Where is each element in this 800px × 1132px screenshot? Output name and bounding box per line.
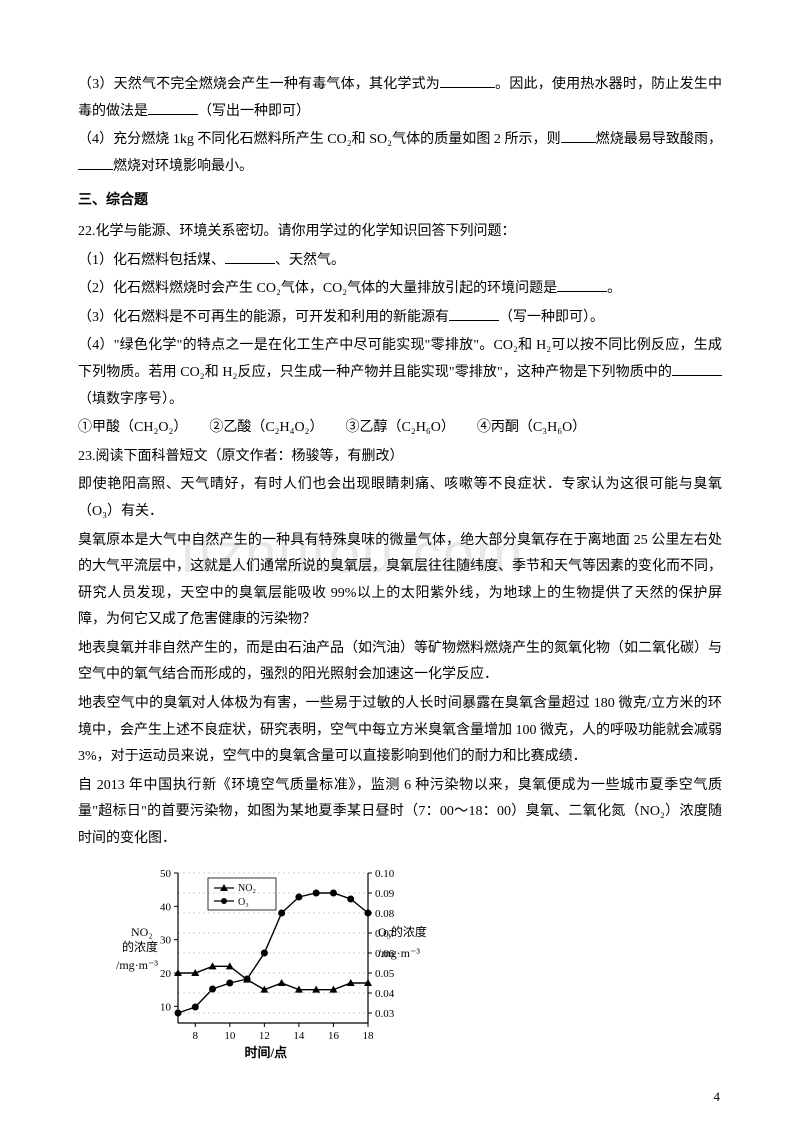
svg-text:10: 10 <box>224 1030 236 1042</box>
svg-text:0.08: 0.08 <box>375 908 395 920</box>
q21-4: （4）充分燃烧 1kg 不同化石燃料所产生 CO₂和 SO₂气体的质量如图 2 … <box>78 127 722 180</box>
svg-text:50: 50 <box>160 868 172 880</box>
svg-text:14: 14 <box>293 1030 305 1042</box>
svg-text:0.03: 0.03 <box>375 1008 395 1020</box>
chart-svg: 10203040500.030.040.050.060.070.080.090.… <box>108 863 438 1078</box>
svg-text:的浓度: 的浓度 <box>122 939 158 954</box>
q23-p5: 自 2013 年中国执行新《环境空气质量标准》，监测 6 种污染物以来，臭氧便成… <box>78 773 722 853</box>
svg-text:12: 12 <box>259 1030 270 1042</box>
q23-p4: 地表空气中的臭氧对人体极为有害，一些易于过敏的人长时间暴露在臭氧含量超过 180… <box>78 691 722 771</box>
q22-intro: 22.化学与能源、环境关系密切。请你用学过的化学知识回答下列问题： <box>78 219 722 246</box>
svg-text:0.04: 0.04 <box>375 988 395 1000</box>
concentration-chart: 10203040500.030.040.050.060.070.080.090.… <box>108 863 722 1078</box>
svg-text:/mg·m⁻³: /mg·m⁻³ <box>378 946 420 960</box>
svg-text:NO₂: NO₂ <box>131 925 153 939</box>
svg-text:NO₂: NO₂ <box>238 883 256 894</box>
svg-text:O₃: O₃ <box>238 897 249 908</box>
section-3-title: 三、综合题 <box>78 188 722 215</box>
q22-1: （1）化石燃料包括煤、、天然气。 <box>78 248 722 275</box>
q22-3: （3）化石燃料是不可再生的能源，可开发和利用的新能源有（写一种即可）。 <box>78 305 722 332</box>
page-number: 4 <box>714 1085 721 1110</box>
svg-text:30: 30 <box>160 934 172 946</box>
q22-4: （4）"绿色化学"的特点之一是在化工生产中尽可能实现"零排放"。CO₂和 H₂可… <box>78 333 722 413</box>
svg-text:/mg·m⁻³: /mg·m⁻³ <box>116 958 158 972</box>
svg-text:8: 8 <box>193 1030 199 1042</box>
q22-2: （2）化石燃料燃烧时会产生 CO₂气体，CO₂气体的大量排放引起的环境问题是。 <box>78 276 722 303</box>
q23-intro: 23.阅读下面科普短文（原文作者：杨骏等，有删改） <box>78 444 722 471</box>
svg-text:时间/点: 时间/点 <box>245 1045 288 1060</box>
svg-text:20: 20 <box>160 968 172 980</box>
svg-text:0.10: 0.10 <box>375 868 395 880</box>
svg-text:40: 40 <box>160 901 172 913</box>
svg-text:10: 10 <box>160 1001 172 1013</box>
q23-p2: 臭氧原本是大气中自然产生的一种具有特殊臭味的微量气体，绝大部分臭氧存在于离地面 … <box>78 528 722 634</box>
q22-options: ①甲酸（CH₂O₂）②乙酸（C₂H₄O₂）③乙醇（C₂H₆O）④丙酮（C₃H₆O… <box>78 415 722 442</box>
svg-text:0.05: 0.05 <box>375 968 395 980</box>
svg-text:16: 16 <box>328 1030 340 1042</box>
q23-p1: 即使艳阳高照、天气晴好，有时人们也会出现眼睛刺痛、咳嗽等不良症状．专家认为这很可… <box>78 472 722 525</box>
svg-text:18: 18 <box>363 1030 375 1042</box>
svg-text:0.09: 0.09 <box>375 888 395 900</box>
q21-3: （3）天然气不完全燃烧会产生一种有毒气体，其化学式为。因此，使用热水器时，防止发… <box>78 72 722 125</box>
document-content: （3）天然气不完全燃烧会产生一种有毒气体，其化学式为。因此，使用热水器时，防止发… <box>78 72 722 1078</box>
q23-p3: 地表臭氧并非自然产生的，而是由石油产品（如汽油）等矿物燃料燃烧产生的氮氧化物（如… <box>78 636 722 689</box>
svg-text:O₃的浓度: O₃的浓度 <box>378 924 427 939</box>
